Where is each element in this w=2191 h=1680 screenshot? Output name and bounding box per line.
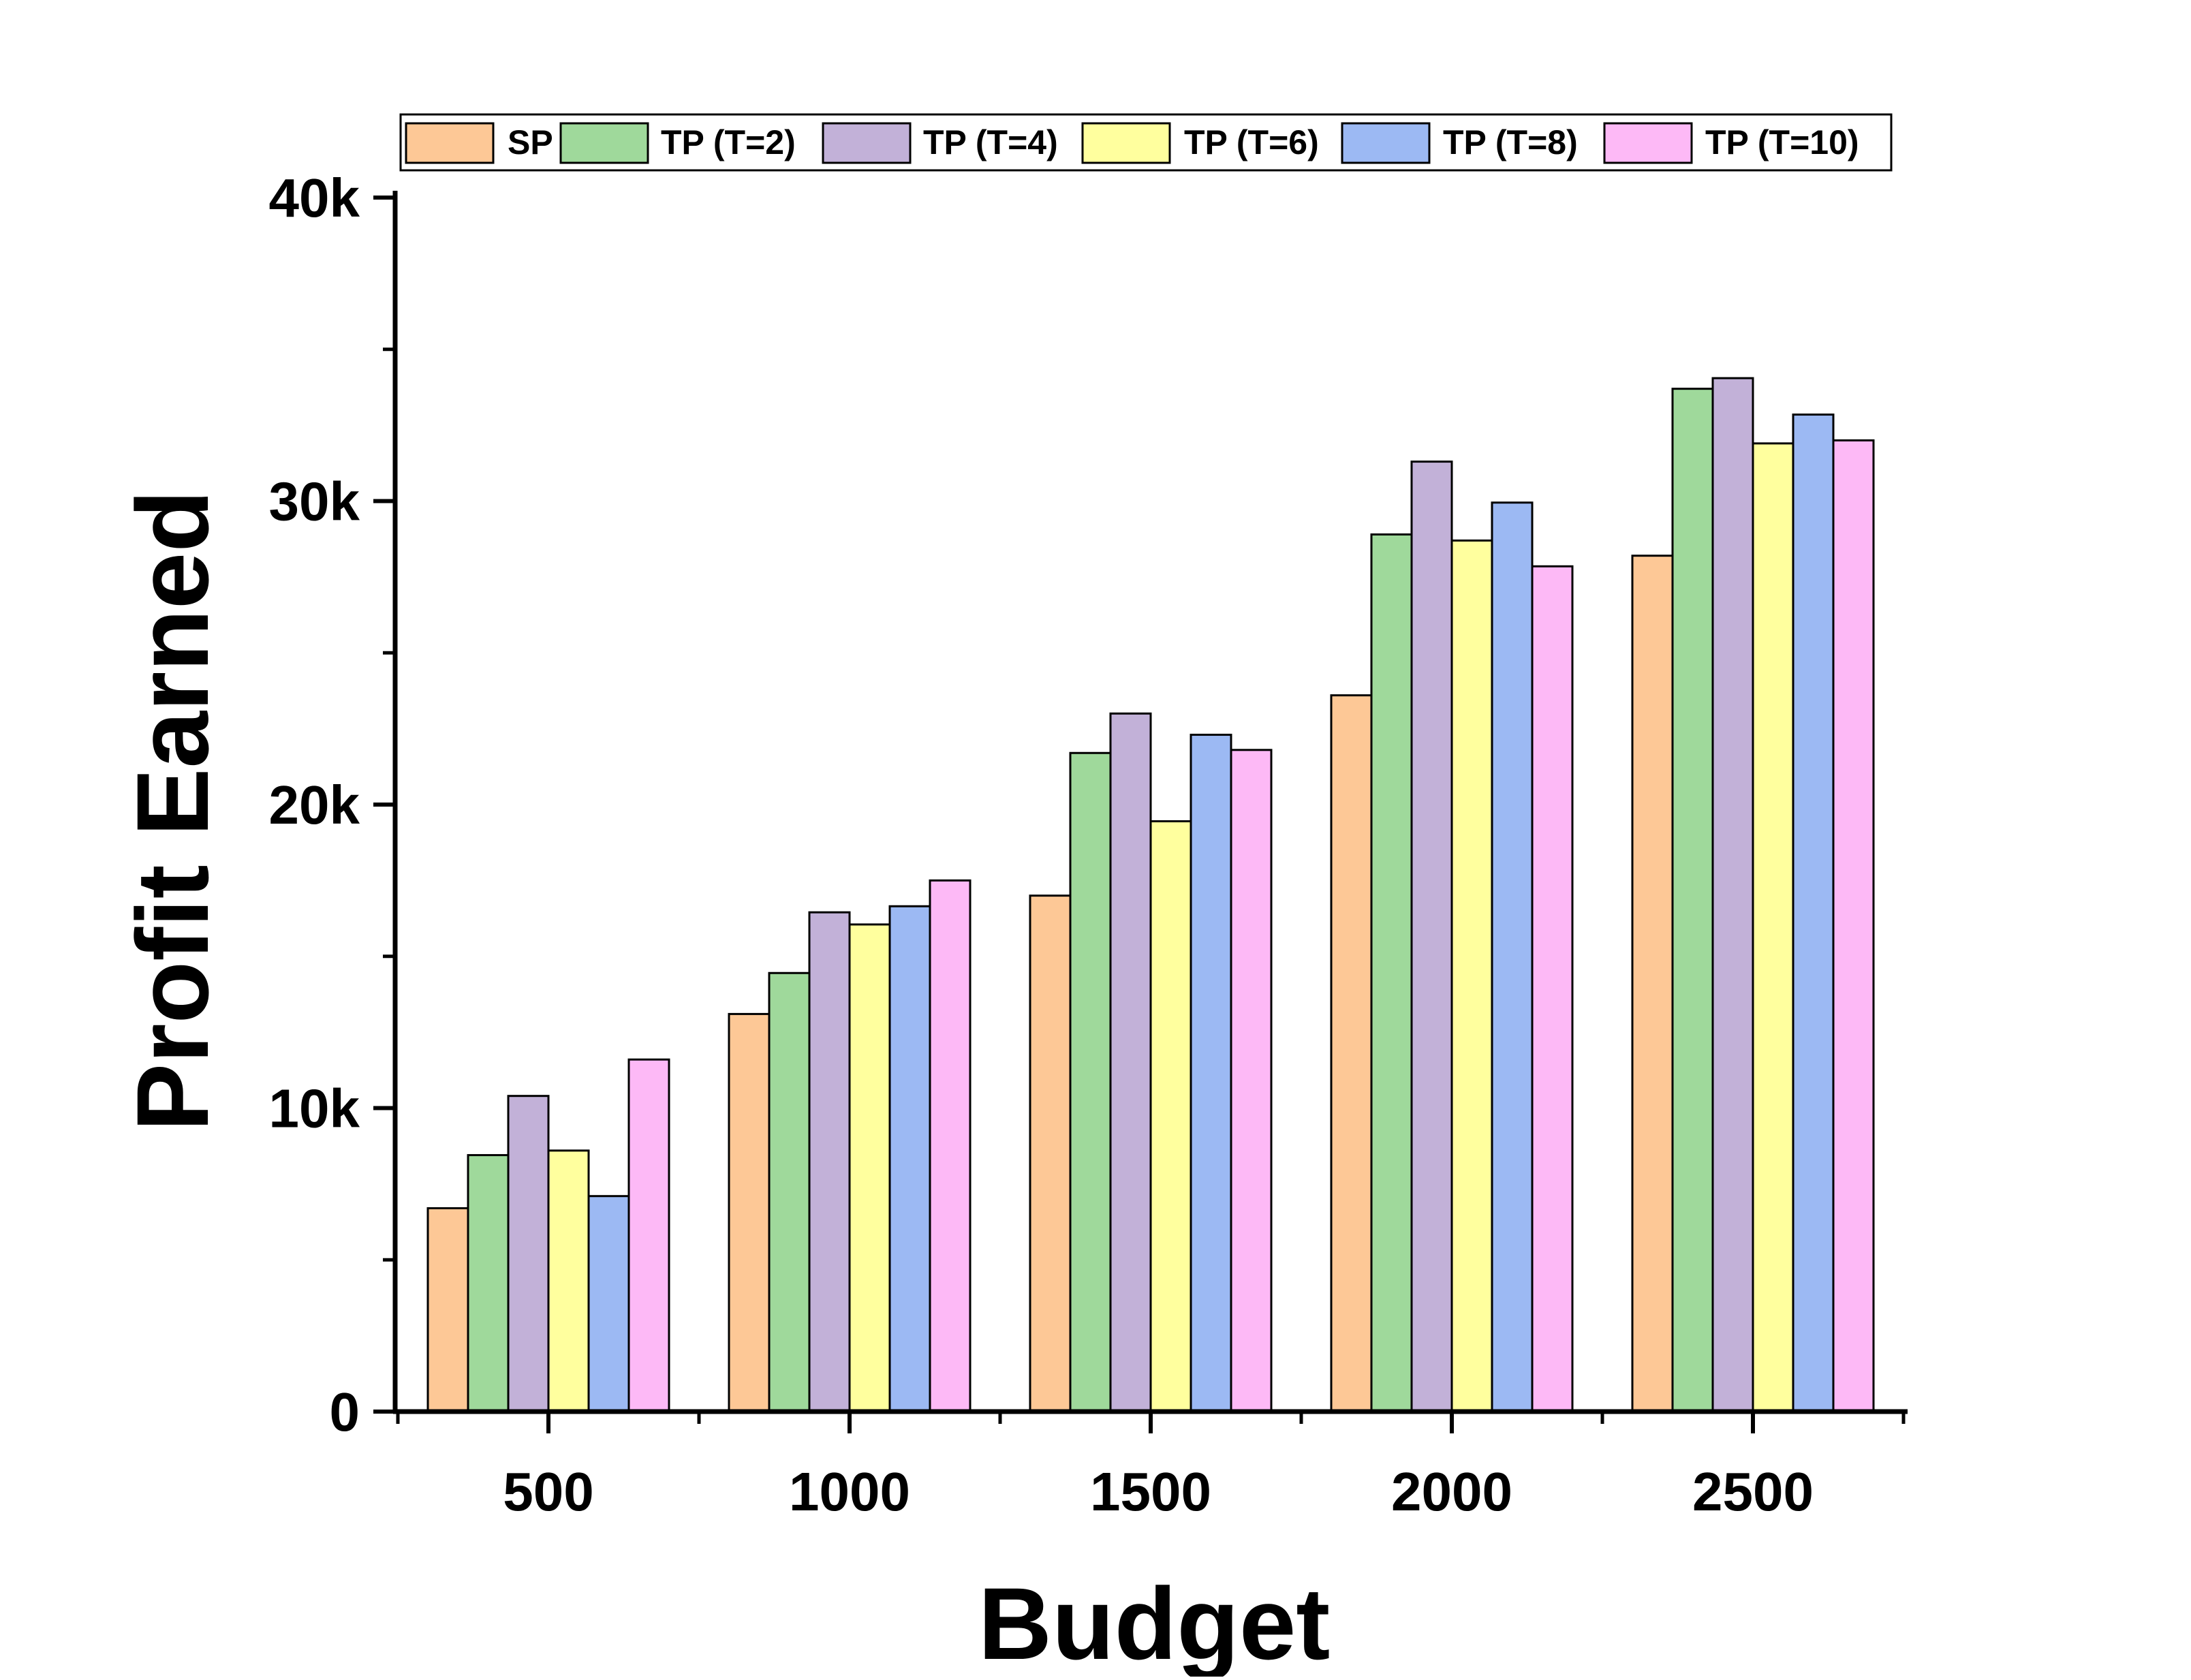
bar — [1190, 734, 1232, 1413]
bar — [1491, 501, 1534, 1413]
legend-label: TP (T=6) — [1184, 123, 1319, 161]
x-tick-label: 2500 — [1692, 1461, 1814, 1522]
bar — [728, 1012, 771, 1413]
bar — [507, 1095, 550, 1413]
y-tick-label: 30k — [269, 471, 360, 532]
bar — [768, 971, 811, 1413]
bar — [467, 1154, 510, 1413]
bar — [1531, 565, 1574, 1413]
bar — [1752, 442, 1794, 1413]
bar — [1069, 751, 1112, 1413]
bars — [426, 377, 1875, 1413]
legend-swatch — [559, 122, 649, 164]
x-tick-label: 1500 — [1090, 1461, 1211, 1522]
y-tick-label: 10k — [269, 1078, 360, 1139]
legend-swatch — [405, 122, 495, 164]
legend-label: TP (T=2) — [661, 123, 796, 161]
x-tick-label: 1000 — [789, 1461, 910, 1522]
legend-label: TP (T=10) — [1705, 123, 1859, 161]
bar — [1330, 694, 1373, 1413]
x-tick-label: 500 — [503, 1461, 593, 1522]
x-tick-label: 2000 — [1391, 1461, 1512, 1522]
bar — [1450, 539, 1493, 1413]
x-axis-title: Budget — [978, 1566, 1331, 1677]
axes: 0 10k 20k 30k 40k 500 1000 1500 2000 2500 — [269, 168, 1908, 1522]
y-tick-label: 20k — [269, 775, 360, 835]
bar — [627, 1058, 670, 1413]
bar — [888, 905, 931, 1413]
bar — [1792, 414, 1835, 1413]
bar — [1832, 439, 1875, 1413]
legend-label: TP (T=8) — [1443, 123, 1578, 161]
bar — [1671, 388, 1714, 1413]
bar — [1631, 555, 1674, 1413]
y-tick-label: 0 — [330, 1382, 360, 1442]
bar — [1230, 749, 1273, 1413]
y-tick-label: 40k — [269, 168, 360, 228]
legend-swatch — [1081, 122, 1171, 164]
bar — [1370, 533, 1413, 1413]
bar — [1029, 895, 1072, 1413]
legend-label: SP — [508, 123, 553, 161]
legend-label: TP (T=4) — [923, 123, 1058, 161]
bar — [1410, 461, 1453, 1413]
bar — [547, 1149, 590, 1413]
bar — [848, 923, 891, 1413]
y-axis-title: Profit Earned — [115, 490, 230, 1132]
bar — [1149, 820, 1192, 1413]
bar — [929, 879, 972, 1413]
bar — [587, 1195, 630, 1413]
legend: SP TP (T=2) TP (T=4) TP (T=6) TP (T=8) TP (T=… — [399, 113, 1893, 172]
legend-swatch — [1341, 122, 1431, 164]
bar — [808, 911, 851, 1413]
legend-swatch — [822, 122, 912, 164]
bar — [1711, 377, 1754, 1413]
legend-swatch — [1603, 122, 1693, 164]
bar — [1109, 712, 1152, 1413]
bar — [426, 1207, 469, 1413]
